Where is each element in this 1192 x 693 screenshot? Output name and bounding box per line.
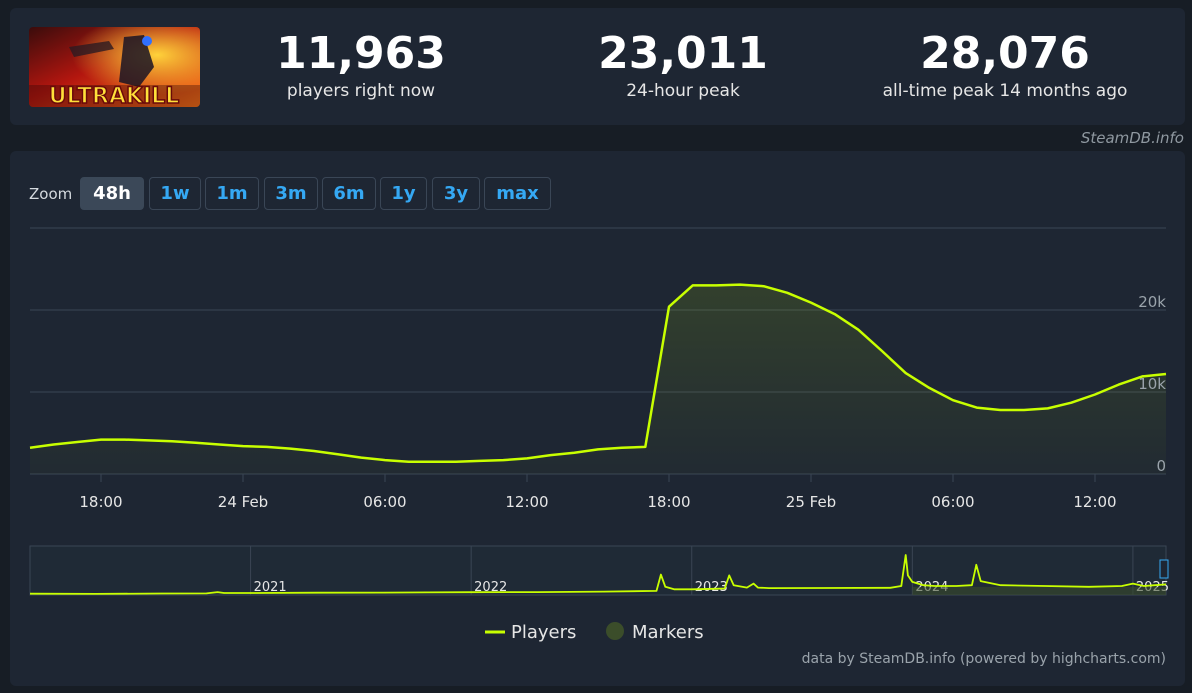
highcharts-credit[interactable]: data by SteamDB.info (powered by highcha… [801, 651, 1166, 667]
navigator-background[interactable] [29, 545, 1167, 596]
players-area [30, 284, 1166, 474]
game-logo-art: ULTRAKILL [29, 27, 200, 107]
current-players-value: 11,963 [276, 28, 446, 79]
x-tick-label: 12:00 [505, 493, 548, 511]
zoom-label: Zoom [29, 185, 73, 203]
x-tick-label: 06:00 [363, 493, 406, 511]
stat-current-players: 11,963 players right now [211, 28, 511, 102]
markers-region [912, 586, 1166, 595]
chart-panel: Zoom 48h 1w 1m 3m 6m 1y 3y max 0 10k 20k 1… [10, 151, 1185, 686]
zoom-button-3m[interactable]: 3m [264, 177, 318, 210]
legend-markers-swatch [606, 622, 624, 640]
x-tick-label: 18:00 [79, 493, 122, 511]
chart-legend: Players Markers [485, 622, 704, 643]
zoom-button-6m[interactable]: 6m [322, 177, 376, 210]
y-tick-label: 20k [1138, 293, 1166, 311]
players-series-line [29, 283, 1167, 463]
stat-24h-peak: 23,011 24-hour peak [533, 28, 833, 102]
x-tick-label: 25 Feb [786, 493, 836, 511]
x-tick-label: 12:00 [1073, 493, 1116, 511]
stat-all-time-peak: 28,076 all-time peak 14 months ago [855, 28, 1155, 102]
legend-markers-label: Markers [632, 622, 704, 643]
y-tick-label: 0 [1156, 457, 1166, 475]
zoom-button-3y[interactable]: 3y [432, 177, 480, 210]
game-logo[interactable]: ULTRAKILL [29, 27, 200, 107]
zoom-button-48h[interactable]: 48h [80, 177, 144, 210]
x-tick-label: 06:00 [931, 493, 974, 511]
zoom-button-max[interactable]: max [484, 177, 551, 210]
x-tick-label: 24 Feb [218, 493, 268, 511]
stats-card: ULTRAKILL 11,963 players right now 23,01… [10, 8, 1185, 125]
logo-text: ULTRAKILL [49, 84, 180, 107]
zoom-button-1m[interactable]: 1m [205, 177, 259, 210]
all-time-peak-value: 28,076 [920, 28, 1090, 79]
zoom-button-1y[interactable]: 1y [380, 177, 427, 210]
zoom-button-1w[interactable]: 1w [149, 177, 201, 210]
24h-peak-label: 24-hour peak [626, 81, 740, 101]
navigator-players-line [29, 554, 1167, 595]
steamdb-credit-link[interactable]: SteamDB.info [1080, 129, 1184, 147]
navigator-year-label: 2021 [254, 580, 287, 595]
x-tick-label: 18:00 [647, 493, 690, 511]
legend-players-label: Players [511, 622, 576, 643]
navigator-range-handle[interactable] [1159, 559, 1169, 579]
legend-item-players[interactable]: Players [485, 622, 576, 643]
player-count-chart: 0 10k 20k 18:00 24 Feb 06:00 12:00 18:00 25 Feb… [29, 227, 1169, 643]
navigator-year-label: 2023 [695, 580, 728, 595]
navigator-year-label: 2022 [474, 580, 507, 595]
legend-item-markers[interactable]: Markers [606, 622, 704, 643]
all-time-peak-label[interactable]: all-time peak 14 months ago [882, 81, 1128, 101]
y-tick-label: 10k [1138, 375, 1166, 393]
current-players-label: players right now [286, 81, 436, 101]
24h-peak-value: 23,011 [598, 28, 768, 79]
